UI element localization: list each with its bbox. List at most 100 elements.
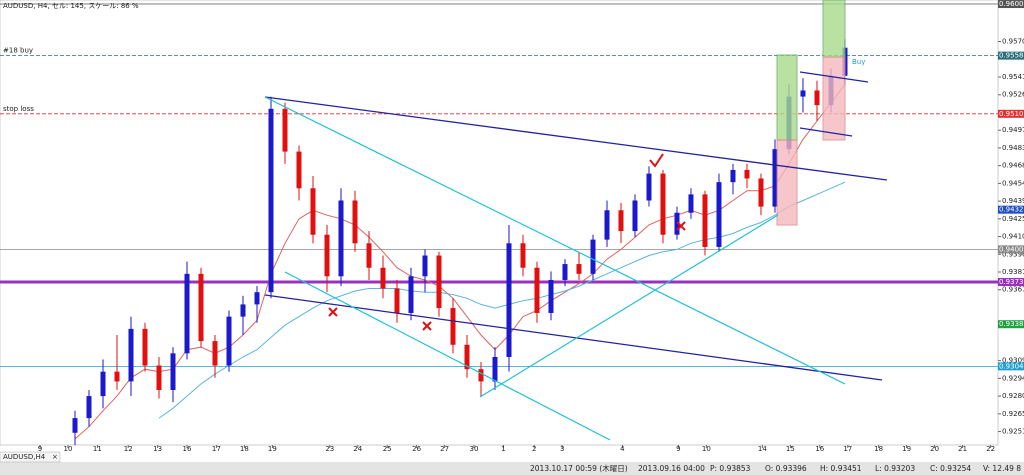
x-tick-label: 17 (212, 445, 221, 453)
x-tick-label: 15 (786, 445, 795, 453)
candle-body (240, 304, 246, 317)
level-name: #18 buy (3, 47, 33, 55)
x-tick-label: 11 (93, 445, 102, 453)
level-label: 0.93733 (999, 278, 1024, 286)
plot-area (0, 0, 999, 446)
candle-body (226, 316, 232, 366)
y-tick-label: 0.95700 (1002, 38, 1024, 46)
candle-body (478, 369, 484, 382)
level-box (998, 278, 1024, 287)
candle-body (744, 169, 750, 179)
candle-body (184, 273, 190, 354)
status-text: P: 0.93853 (710, 464, 751, 473)
candle-body (254, 292, 260, 305)
candle-body (800, 90, 806, 97)
x-tick-label: 17 (843, 445, 852, 453)
x-tick-label: 18 (240, 445, 249, 453)
x-tick-label: 4 (620, 445, 625, 453)
status-text: H: 0.93451 (820, 464, 862, 473)
candle-body (380, 267, 386, 289)
y-tick-label: 0.92800 (1002, 392, 1024, 400)
y-tick-label: 0.93815 (1002, 268, 1024, 276)
level-label: 0.96007 (999, 0, 1024, 8)
candle-body (604, 210, 610, 240)
level-label: 0.93043 (999, 362, 1024, 370)
x-tick-label: 18 (874, 445, 883, 453)
y-tick-label: 0.95265 (1002, 91, 1024, 99)
candle-body (590, 239, 596, 274)
x-tick-label: 10 (64, 445, 73, 453)
level-box (998, 51, 1024, 60)
series-layer (0, 3, 998, 445)
x-tick-label: 19 (902, 445, 911, 453)
x-tick-label: 10 (702, 445, 711, 453)
candle-body (408, 276, 414, 313)
x-tick-label: 22 (986, 445, 995, 453)
tab-label[interactable]: AUDUSD,H4 (3, 453, 46, 461)
level-box (998, 205, 1024, 214)
candle-body (352, 200, 358, 244)
candle-body (520, 243, 526, 268)
candle-body (156, 365, 162, 390)
y-tick-label: 0.93670 (1002, 286, 1024, 294)
candle-body (688, 194, 694, 213)
annotation: Buy (852, 58, 865, 66)
status-text: 2013.09.16 04:00 (638, 464, 705, 473)
y-tick-label: 0.94105 (1002, 233, 1024, 241)
candle-body (282, 108, 288, 152)
y-tick-label: 0.95410 (1002, 73, 1024, 81)
status-text: C: 0.93254 (930, 464, 971, 473)
candle-body (618, 210, 624, 232)
candle-body (86, 396, 92, 419)
x-tick-label: 1 (501, 445, 505, 453)
level-box (998, 245, 1024, 254)
x-tick-label: 19 (268, 445, 277, 453)
candle-body (198, 273, 204, 342)
drawings (264, 0, 888, 441)
status-bar (0, 462, 1024, 475)
level-box (998, 0, 1024, 9)
candle-body (114, 371, 120, 382)
candle-body (212, 341, 218, 366)
candle-body (660, 173, 666, 235)
tab-close[interactable]: × (52, 453, 58, 461)
x-tick-label: 26 (412, 445, 421, 453)
candle-body (534, 267, 540, 313)
y-tick-label: 0.94540 (1002, 179, 1024, 187)
chart-header: AUDUSD, H4, セル: 145, スケール: 86 % (3, 2, 139, 10)
status-text: V: 12.49 8 (983, 464, 1021, 473)
y-tick-label: 0.92510 (1002, 428, 1024, 436)
candle-body (730, 169, 736, 183)
level-box (998, 362, 1024, 371)
x-tick-label: 12 (124, 445, 133, 453)
candle-body (310, 188, 316, 235)
tab[interactable] (0, 451, 61, 463)
candle-body (702, 194, 708, 247)
x-tick-label: 13 (153, 445, 162, 453)
candle-body (100, 371, 106, 397)
candle-body (338, 200, 344, 277)
candle-body (548, 279, 554, 313)
candle-body (814, 90, 820, 106)
x-tick-label: 30 (470, 445, 479, 453)
level-name: stop loss (3, 105, 34, 113)
y-tick-label: 0.94395 (1002, 197, 1024, 205)
candle-body (422, 255, 428, 277)
level-label: 0.95585 (999, 52, 1024, 60)
moving-average (158, 181, 846, 419)
status-text: 2013.10.17 00:59 (木曜日) (530, 463, 628, 473)
candle-body (436, 255, 442, 309)
candle-body (772, 149, 778, 207)
candle-body (72, 418, 78, 433)
candle-body (562, 264, 568, 280)
level-label: 0.94325 (999, 206, 1024, 214)
y-tick-label: 0.93960 (1002, 250, 1024, 258)
candle-body (758, 178, 764, 207)
y-tick-label: 0.93090 (1002, 357, 1024, 365)
candle-body (268, 108, 274, 293)
x-tick-label: 24 (353, 445, 362, 453)
x-tick-label: 2 (532, 445, 536, 453)
level-label: 0.93388 (999, 320, 1024, 328)
level-box (998, 320, 1024, 329)
